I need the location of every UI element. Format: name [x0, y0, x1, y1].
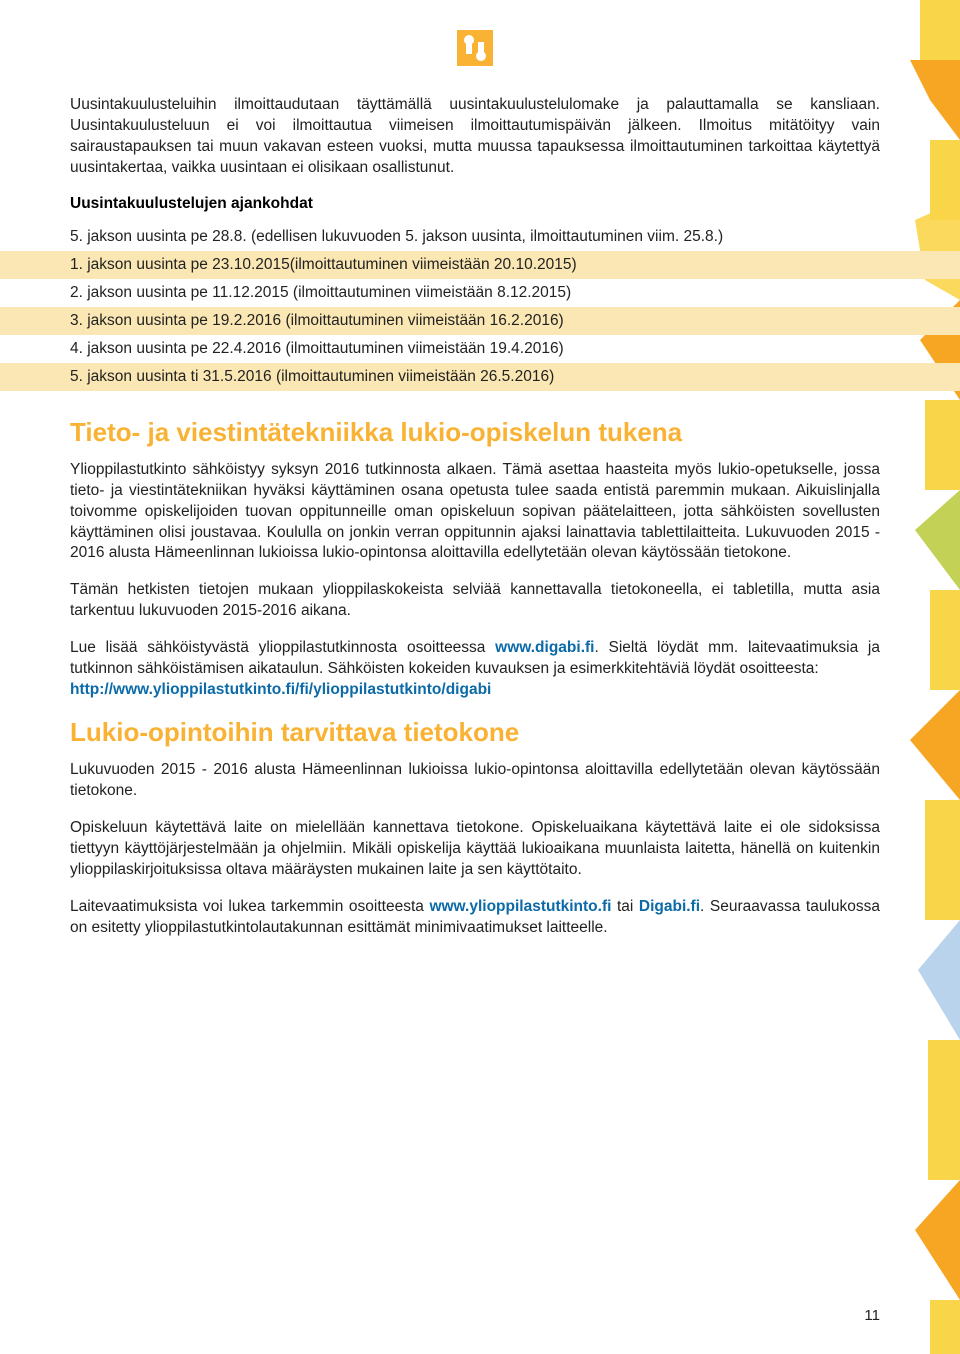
- schedule-item: 5. jakson uusinta pe 28.8. (edellisen lu…: [70, 223, 880, 251]
- schedule-item: 5. jakson uusinta ti 31.5.2016 (ilmoitta…: [0, 363, 960, 391]
- schedule-item: 4. jakson uusinta pe 22.4.2016 (ilmoitta…: [70, 335, 880, 363]
- intro-paragraph: Uusintakuulusteluihin ilmoittaudutaan tä…: [70, 95, 880, 179]
- schedule-item: 1. jakson uusinta pe 23.10.2015(ilmoitta…: [0, 251, 960, 279]
- ylioppilastutkinto-digabi-link[interactable]: http://www.ylioppilastutkinto.fi/fi/ylio…: [70, 681, 491, 698]
- schedule-list: 5. jakson uusinta pe 28.8. (edellisen lu…: [70, 223, 880, 391]
- section1-p3: Lue lisää sähköistyvästä ylioppilastutki…: [70, 638, 880, 701]
- section1-p3-pre: Lue lisää sähköistyvästä ylioppilastutki…: [70, 639, 495, 656]
- section1-p1: Ylioppilastutkinto sähköistyy syksyn 201…: [70, 460, 880, 565]
- section2-p2: Opiskeluun käytettävä laite on mielellää…: [70, 818, 880, 881]
- section2-p3-mid: tai: [611, 898, 638, 915]
- schedule-item: 2. jakson uusinta pe 11.12.2015 (ilmoitt…: [70, 279, 880, 307]
- section2-p1: Lukuvuoden 2015 - 2016 alusta Hämeenlinn…: [70, 760, 880, 802]
- section2-p3-pre: Laitevaatimuksista voi lukea tarkemmin o…: [70, 898, 429, 915]
- logo-container: [70, 30, 880, 71]
- ylioppilastutkinto-link[interactable]: www.ylioppilastutkinto.fi: [429, 898, 611, 915]
- section1-p2: Tämän hetkisten tietojen mukaan ylioppil…: [70, 580, 880, 622]
- logo-icon: [457, 30, 493, 71]
- schedule-heading: Uusintakuulustelujen ajankohdat: [70, 195, 880, 213]
- section2-p3: Laitevaatimuksista voi lukea tarkemmin o…: [70, 897, 880, 939]
- section1-title: Tieto- ja viestintätekniikka lukio-opisk…: [70, 417, 880, 448]
- page-number: 11: [864, 1307, 880, 1324]
- digabi-link[interactable]: www.digabi.fi: [495, 639, 594, 656]
- section2-title: Lukio-opintoihin tarvittava tietokone: [70, 717, 880, 748]
- digabi-fi-link[interactable]: Digabi.fi: [639, 898, 700, 915]
- schedule-item: 3. jakson uusinta pe 19.2.2016 (ilmoitta…: [0, 307, 960, 335]
